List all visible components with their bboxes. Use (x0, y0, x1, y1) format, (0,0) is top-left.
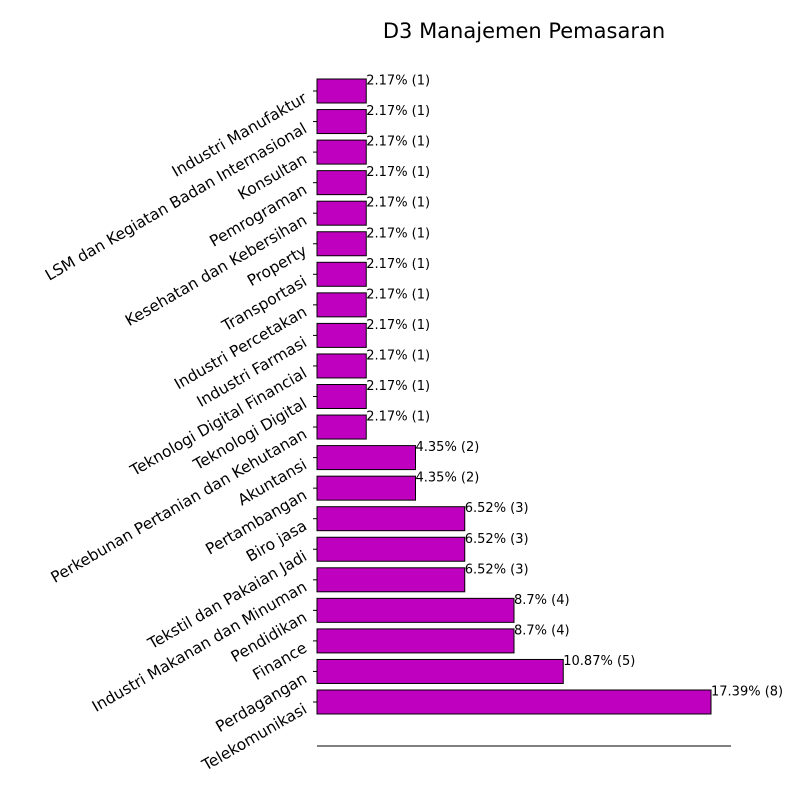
data-label-2: 8.7% (4) (514, 623, 570, 638)
bar-6 (316, 506, 466, 532)
bar-1 (316, 658, 564, 684)
data-label-18: 2.17% (1) (366, 135, 430, 150)
data-label-12: 2.17% (1) (366, 318, 430, 333)
data-label-1: 10.87% (5) (563, 654, 635, 669)
data-label-8: 4.35% (2) (416, 440, 480, 455)
bar-9 (316, 414, 367, 440)
bar-4 (316, 567, 466, 593)
chart-title: D3 Manajemen Pemasaran (383, 19, 665, 43)
bar-5 (316, 536, 466, 562)
bar-10 (316, 384, 367, 409)
bar-3 (316, 597, 515, 623)
bar-15 (316, 231, 367, 257)
bar-11 (316, 353, 367, 379)
bar-20 (316, 78, 367, 104)
bar-18 (316, 139, 367, 165)
bar-17 (316, 170, 367, 196)
bars-layer (316, 78, 712, 715)
bar-12 (316, 322, 367, 348)
bar-2 (316, 628, 515, 654)
data-label-19: 2.17% (1) (366, 104, 430, 119)
bar-7 (316, 475, 416, 501)
data-label-10: 2.17% (1) (366, 379, 430, 394)
data-labels-layer: 17.39% (8) 10.87% (5) 8.7% (4) 8.7% (4) 6.52… (366, 74, 783, 700)
data-label-4: 6.52% (3) (465, 562, 529, 577)
data-label-3: 8.7% (4) (514, 593, 570, 608)
data-label-9: 2.17% (1) (366, 410, 430, 425)
data-label-20: 2.17% (1) (366, 74, 430, 89)
data-label-14: 2.17% (1) (366, 257, 430, 272)
bar-19 (316, 109, 367, 135)
data-label-5: 6.52% (3) (465, 532, 529, 547)
data-label-0: 17.39% (8) (711, 685, 783, 700)
category-labels-layer: TelekomunikasiPerdaganganFinancePendidik… (42, 89, 317, 775)
bar-14 (316, 261, 367, 287)
data-label-6: 6.52% (3) (465, 501, 529, 516)
data-label-7: 4.35% (2) (416, 471, 480, 486)
bar-8 (316, 445, 416, 471)
bar-16 (316, 200, 367, 226)
data-label-13: 2.17% (1) (366, 287, 430, 302)
bar-13 (316, 292, 367, 318)
data-label-15: 2.17% (1) (366, 226, 430, 241)
data-label-17: 2.17% (1) (366, 165, 430, 180)
data-label-11: 2.17% (1) (366, 348, 430, 363)
bar-0 (316, 689, 712, 715)
data-label-16: 2.17% (1) (366, 196, 430, 211)
